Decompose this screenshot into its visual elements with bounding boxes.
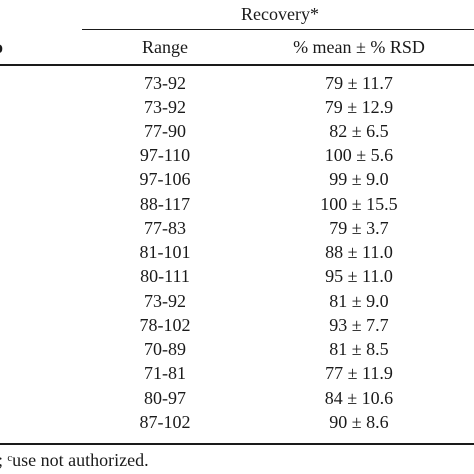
mean-rsd-cell: 93 ± 7.7 bbox=[329, 315, 389, 335]
table-row: 87-102 90 ± 8.6 bbox=[0, 411, 474, 433]
mean-rsd-cell: 79 ± 11.7 bbox=[325, 73, 393, 93]
group-header-rule bbox=[82, 29, 474, 30]
table-row: 73-92 79 ± 11.7 bbox=[0, 72, 474, 94]
mean-rsd-cell: 99 ± 9.0 bbox=[329, 169, 389, 189]
range-cell: 80-111 bbox=[140, 266, 190, 286]
table-row: 97-110 100 ± 5.6 bbox=[0, 144, 474, 166]
range-cell: 73-92 bbox=[144, 291, 186, 311]
table-row: 73-92 81 ± 9.0 bbox=[0, 290, 474, 312]
table-row: 71-81 77 ± 11.9 bbox=[0, 362, 474, 384]
table-row: 80-111 95 ± 11.0 bbox=[0, 265, 474, 287]
range-cell: 77-90 bbox=[144, 121, 186, 141]
range-cell: 97-106 bbox=[139, 169, 191, 189]
mean-rsd-cell: 88 ± 11.0 bbox=[325, 242, 393, 262]
mean-rsd-cell: 100 ± 15.5 bbox=[320, 194, 398, 214]
mean-rsd-column-header: % mean ± % RSD bbox=[293, 37, 425, 57]
clipped-left-header: o bbox=[0, 36, 3, 58]
mean-rsd-cell: 81 ± 9.0 bbox=[329, 291, 389, 311]
table-row: 70-89 81 ± 8.5 bbox=[0, 338, 474, 360]
range-cell: 71-81 bbox=[144, 363, 186, 383]
range-cell: 78-102 bbox=[139, 315, 191, 335]
table-row: 77-83 79 ± 3.7 bbox=[0, 217, 474, 239]
mean-rsd-cell: 100 ± 5.6 bbox=[324, 145, 394, 165]
mean-rsd-cell: 90 ± 8.6 bbox=[329, 412, 389, 432]
table-row: 88-117 100 ± 15.5 bbox=[0, 193, 474, 215]
mean-rsd-cell: 95 ± 11.0 bbox=[325, 266, 393, 286]
mean-rsd-cell: 81 ± 8.5 bbox=[329, 339, 389, 359]
recovery-group-header: Recovery* bbox=[241, 4, 319, 24]
table-row: 80-97 84 ± 10.6 bbox=[0, 387, 474, 409]
range-cell: 81-101 bbox=[139, 242, 191, 262]
table-row: 97-106 99 ± 9.0 bbox=[0, 168, 474, 190]
range-cell: 88-117 bbox=[139, 194, 191, 214]
table-row: 77-90 82 ± 6.5 bbox=[0, 120, 474, 142]
mean-rsd-cell: 79 ± 12.9 bbox=[324, 97, 394, 117]
mean-rsd-cell: 82 ± 6.5 bbox=[329, 121, 389, 141]
header-bottom-rule bbox=[0, 64, 474, 66]
range-cell: 80-97 bbox=[144, 388, 186, 408]
range-cell: 77-83 bbox=[144, 218, 186, 238]
range-column-header: Range bbox=[142, 37, 188, 57]
table-row: 81-101 88 ± 11.0 bbox=[0, 241, 474, 263]
table-row: 78-102 93 ± 7.7 bbox=[0, 314, 474, 336]
table-footnote: ; ᶜuse not authorized. bbox=[0, 450, 149, 470]
range-cell: 87-102 bbox=[139, 412, 191, 432]
mean-rsd-cell: 79 ± 3.7 bbox=[329, 218, 389, 238]
range-cell: 73-92 bbox=[144, 97, 186, 117]
range-cell: 97-110 bbox=[139, 145, 191, 165]
mean-rsd-cell: 84 ± 10.6 bbox=[324, 388, 394, 408]
mean-rsd-cell: 77 ± 11.9 bbox=[325, 363, 393, 383]
table-bottom-rule bbox=[0, 443, 474, 445]
range-cell: 73-92 bbox=[144, 73, 186, 93]
range-cell: 70-89 bbox=[144, 339, 186, 359]
table-row: 73-92 79 ± 12.9 bbox=[0, 96, 474, 118]
